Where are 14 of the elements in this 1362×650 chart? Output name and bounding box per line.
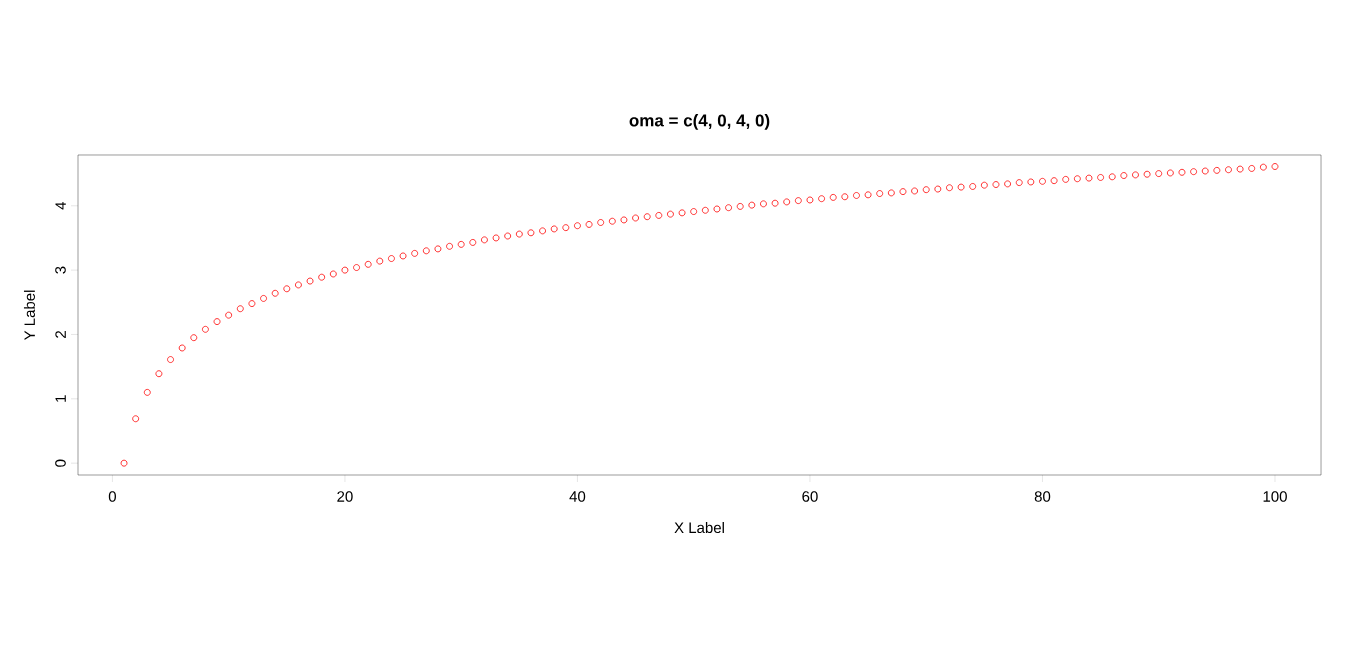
y-tick-label: 0 (55, 459, 66, 467)
y-tick-label: 1 (55, 395, 66, 402)
y-tick-label: 2 (55, 331, 66, 338)
x-tick-label: 20 (337, 491, 353, 502)
x-axis-title: X Label (674, 522, 724, 534)
x-tick-label: 0 (108, 491, 116, 502)
y-axis-title: Y Label (23, 290, 35, 341)
x-tick-label: 60 (802, 491, 818, 502)
chart-title: oma = c(4, 0, 4, 0) (629, 113, 770, 130)
x-tick-label: 40 (569, 491, 586, 502)
y-tick-label: 4 (55, 202, 66, 210)
y-tick-label: 3 (55, 266, 66, 274)
x-tick-label: 80 (1034, 491, 1051, 502)
x-tick-label: 100 (1263, 491, 1287, 502)
